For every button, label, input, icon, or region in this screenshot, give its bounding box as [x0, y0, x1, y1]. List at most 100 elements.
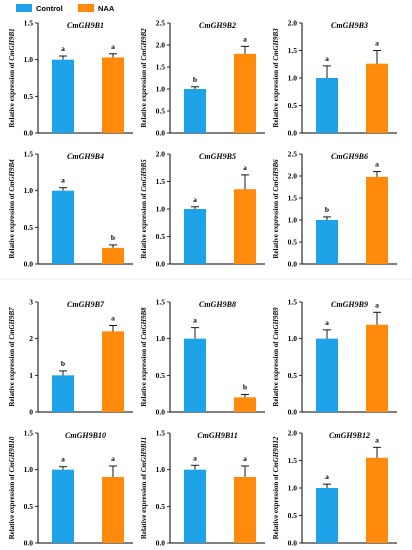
y-tick-label: 1.0	[288, 334, 298, 343]
significance-letter-Control: a	[325, 54, 329, 63]
y-tick-label: 0.5	[24, 502, 34, 511]
y-axis-label-gene: CmGH9B6	[272, 159, 280, 192]
y-axis-label: Relative expression of CmGH9B6	[272, 159, 280, 259]
significance-letter-NAA: b	[243, 382, 247, 391]
y-axis-label-gene: CmGH9B1	[8, 28, 16, 60]
y-tick-label: 0.5	[156, 107, 166, 116]
bar-Control	[316, 488, 338, 543]
y-tick-label: 0.5	[288, 371, 298, 380]
y-tick-label: 0.5	[156, 371, 166, 380]
y-axis-label-gene: CmGH9B5	[140, 159, 148, 192]
y-tick-label: 1.5	[156, 298, 166, 307]
bar-Control	[52, 59, 74, 133]
significance-letter-Control: a	[61, 455, 65, 464]
y-tick-label: 0.0	[24, 260, 34, 269]
y-tick-label: 0	[29, 408, 33, 417]
y-tick-label: 0.5	[24, 223, 34, 232]
legend-naa-label: NAA	[98, 4, 115, 13]
y-tick-label: 2.0	[288, 172, 298, 181]
panel-title: CmGH9B3	[331, 21, 368, 30]
y-tick-label: 0.0	[24, 539, 34, 548]
significance-letter-Control: b	[325, 205, 329, 214]
bar-NAA	[102, 57, 124, 133]
y-tick-label: 1.5	[24, 429, 34, 438]
y-tick-label: 1.0	[156, 334, 166, 343]
bar-NAA	[234, 53, 256, 133]
y-tick-label: 2.0	[156, 41, 166, 50]
panel-title: CmGH9B5	[199, 152, 236, 161]
legend-control-swatch	[16, 4, 32, 12]
y-tick-label: 1.0	[24, 55, 34, 64]
y-tick-label: 0.5	[24, 92, 34, 101]
bar-NAA	[234, 477, 256, 543]
y-tick-label: 1.0	[288, 484, 298, 493]
y-axis-label: Relative expression of CmGH9B9	[272, 307, 280, 407]
panel-title: CmGH9B4	[67, 152, 104, 161]
y-axis-label-gene: CmGH9B4	[8, 159, 16, 192]
y-tick-label: 3	[29, 298, 33, 307]
y-tick-label: 0.0	[156, 408, 166, 417]
bar-NAA	[366, 324, 388, 412]
y-axis-label-gene: CmGH9B10	[8, 436, 16, 472]
significance-letter-Control: a	[193, 316, 197, 325]
significance-letter-Control: b	[61, 359, 65, 368]
y-tick-label: 1.0	[156, 465, 166, 474]
y-tick-label: 1.5	[24, 19, 34, 28]
legend-naa-swatch	[78, 4, 94, 12]
y-tick-label: 0.5	[156, 232, 166, 241]
significance-letter-Control: a	[61, 44, 65, 53]
significance-letter-Control: a	[325, 318, 329, 327]
y-tick-label: 1.5	[24, 150, 34, 159]
panel-title: CmGH9B9	[331, 300, 368, 309]
y-tick-label: 1.0	[156, 85, 166, 94]
bar-Control	[316, 78, 338, 133]
y-tick-label: 1.5	[288, 194, 298, 203]
y-axis-label-gene: CmGH9B7	[8, 307, 16, 340]
y-tick-label: 1.0	[156, 205, 166, 214]
y-axis-label: Relative expression of CmGH9B3	[272, 28, 280, 128]
panels: 0.0 0.5 1.0 1.5 CmGH9B1 Relative expression o…	[8, 19, 397, 548]
y-axis-label-gene: CmGH9B11	[140, 437, 148, 472]
y-tick-label: 2.5	[156, 19, 166, 28]
y-tick-label: 0.5	[288, 101, 298, 110]
y-tick-label: 1.5	[156, 63, 166, 72]
y-tick-label: 1.5	[156, 177, 166, 186]
y-tick-label: 0.5	[156, 502, 166, 511]
y-axis-label: Relative expression of CmGH9B12	[272, 436, 280, 539]
bar-NAA	[234, 189, 256, 264]
bar-NAA	[102, 247, 124, 264]
y-tick-label: 0.5	[288, 238, 298, 247]
bar-Control	[184, 89, 206, 133]
y-tick-label: 0.0	[24, 129, 34, 138]
y-tick-label: 0.0	[156, 260, 166, 269]
y-axis-label-gene: CmGH9B2	[140, 28, 148, 61]
y-axis-label: Relative expression of CmGH9B11	[140, 437, 148, 539]
y-axis-label-gene: CmGH9B12	[272, 436, 280, 472]
significance-letter-NAA: a	[375, 435, 379, 444]
y-tick-label: 1.0	[24, 186, 34, 195]
y-tick-label: 2.0	[288, 19, 298, 28]
significance-letter-NAA: b	[111, 233, 115, 242]
significance-letter-Control: a	[61, 176, 65, 185]
y-tick-label: 1	[29, 371, 33, 380]
y-tick-label: 1.5	[288, 298, 298, 307]
significance-letter-NAA: a	[243, 163, 247, 172]
y-tick-label: 1.5	[156, 429, 166, 438]
bar-Control	[184, 338, 206, 412]
y-tick-label: 1.0	[288, 74, 298, 83]
y-tick-label: 2.0	[156, 150, 166, 159]
bar-NAA	[102, 477, 124, 543]
y-tick-label: 1.0	[24, 465, 34, 474]
y-axis-label-gene: CmGH9B9	[272, 307, 280, 340]
bar-NAA	[102, 331, 124, 412]
